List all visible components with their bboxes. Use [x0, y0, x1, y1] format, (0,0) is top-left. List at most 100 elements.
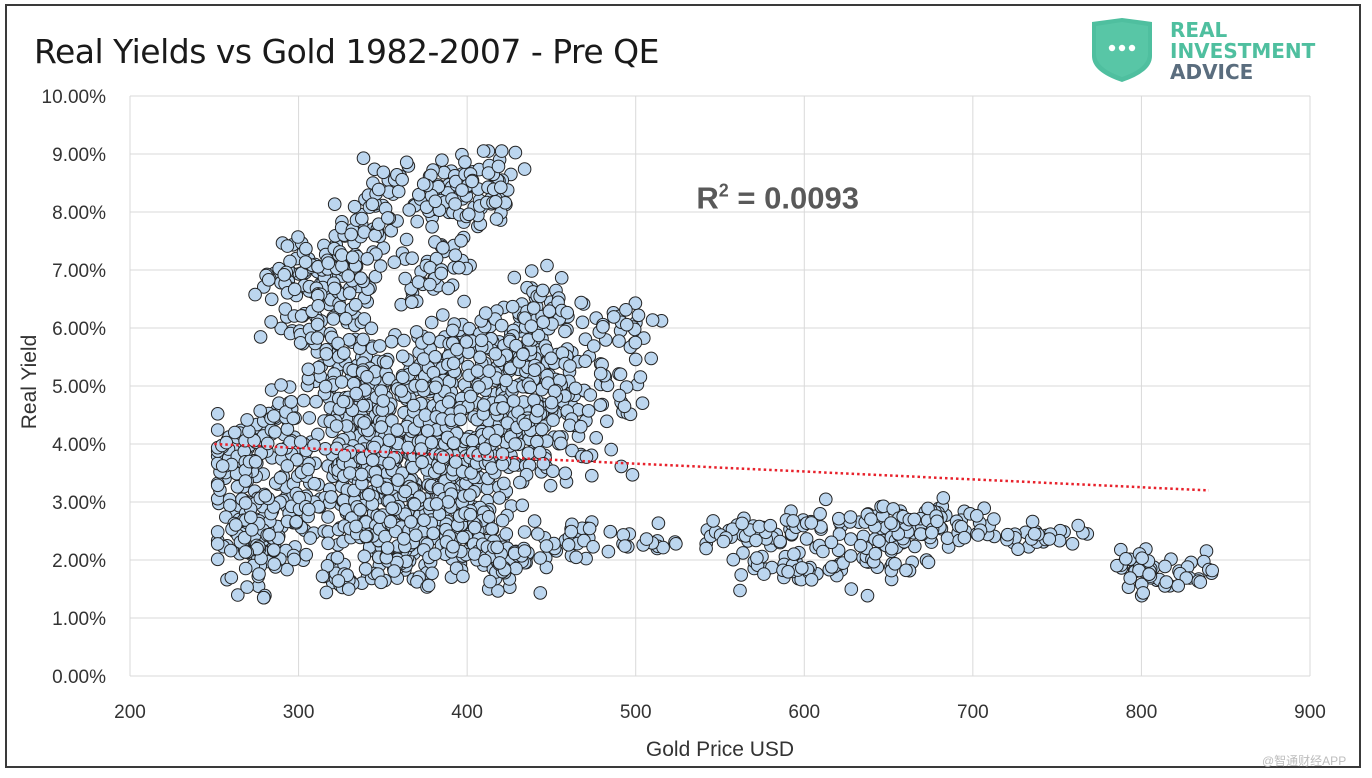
- data-point: [925, 525, 939, 540]
- watermark: @智通财经APP: [1262, 754, 1347, 768]
- data-point: [547, 384, 562, 399]
- data-point: [398, 271, 413, 286]
- data-point: [321, 510, 335, 524]
- data-point: [488, 195, 503, 209]
- data-point: [844, 532, 858, 546]
- data-point: [371, 182, 386, 197]
- data-point: [585, 468, 599, 483]
- data-point: [210, 407, 225, 421]
- data-point: [824, 535, 839, 550]
- data-point: [428, 194, 443, 209]
- data-point: [987, 512, 1001, 526]
- data-point: [546, 413, 560, 427]
- data-point: [287, 282, 302, 297]
- data-point: [533, 551, 548, 565]
- data-point: [496, 401, 510, 415]
- data-point: [763, 518, 778, 533]
- data-point: [1159, 575, 1174, 589]
- data-point: [473, 350, 487, 365]
- data-point: [1205, 563, 1219, 578]
- data-point: [280, 239, 295, 253]
- data-point: [410, 214, 425, 229]
- data-point: [435, 153, 449, 167]
- data-point: [365, 453, 380, 468]
- data-point: [387, 564, 402, 578]
- data-point: [518, 417, 533, 432]
- data-point: [450, 342, 464, 357]
- data-point: [341, 582, 356, 596]
- data-point: [1171, 579, 1185, 593]
- data-point: [568, 381, 583, 396]
- data-point: [478, 306, 493, 320]
- data-point: [293, 435, 308, 449]
- data-point: [455, 183, 469, 197]
- data-point: [326, 312, 341, 326]
- data-point: [628, 335, 643, 350]
- data-point: [645, 313, 660, 327]
- data-point: [376, 394, 391, 408]
- data-point: [734, 568, 749, 582]
- data-point: [345, 250, 360, 265]
- data-point: [506, 394, 521, 408]
- data-point: [425, 566, 439, 581]
- data-point: [860, 588, 875, 603]
- data-point: [252, 567, 266, 581]
- data-point: [238, 474, 253, 488]
- y-tick-label: 5.00%: [52, 377, 106, 398]
- data-point: [524, 264, 539, 278]
- data-point: [441, 281, 456, 296]
- data-point: [319, 585, 334, 600]
- data-point: [587, 339, 601, 353]
- data-point: [472, 380, 486, 394]
- data-point: [574, 295, 589, 310]
- x-tick-label: 600: [788, 702, 820, 723]
- data-point: [336, 394, 351, 409]
- x-tick-label: 400: [451, 702, 483, 723]
- data-point: [639, 532, 654, 546]
- data-point: [757, 567, 771, 581]
- data-point: [564, 524, 579, 539]
- data-point: [299, 547, 314, 562]
- data-point: [382, 456, 396, 471]
- data-point: [716, 534, 731, 549]
- data-point: [309, 394, 323, 409]
- data-point: [539, 539, 554, 553]
- data-point: [1065, 537, 1080, 551]
- data-point: [224, 543, 238, 558]
- data-point: [407, 362, 422, 377]
- y-tick-label: 6.00%: [52, 319, 106, 340]
- data-point: [374, 575, 388, 590]
- x-tick-label: 500: [620, 702, 652, 723]
- data-point: [586, 540, 600, 554]
- x-tick-label: 800: [1126, 702, 1158, 723]
- data-point: [735, 516, 749, 531]
- data-point: [264, 292, 279, 307]
- data-point: [452, 260, 466, 275]
- data-point: [359, 529, 373, 544]
- y-axis-ticks: 0.00% 1.00% 2.00% 3.00% 4.00% 5.00% 6.00% 7.00%…: [42, 87, 107, 688]
- data-point: [569, 550, 583, 565]
- data-point: [494, 144, 509, 158]
- data-point: [397, 532, 411, 546]
- data-point: [429, 497, 444, 511]
- data-point: [483, 574, 497, 589]
- data-point: [499, 527, 514, 541]
- data-point: [1142, 567, 1156, 582]
- data-point: [1123, 571, 1137, 585]
- data-point: [554, 271, 569, 285]
- data-point: [804, 573, 819, 587]
- data-point: [302, 411, 317, 425]
- data-point: [527, 363, 542, 378]
- data-point: [583, 388, 598, 402]
- data-point: [726, 552, 741, 567]
- data-point: [404, 515, 418, 529]
- r2-superscript: 2: [719, 181, 729, 201]
- data-point: [459, 335, 474, 349]
- data-point: [331, 574, 346, 588]
- data-point: [558, 324, 572, 339]
- data-point: [884, 516, 898, 530]
- data-point: [296, 393, 311, 408]
- data-point: [843, 549, 858, 563]
- data-point: [445, 323, 460, 338]
- data-point: [385, 501, 400, 516]
